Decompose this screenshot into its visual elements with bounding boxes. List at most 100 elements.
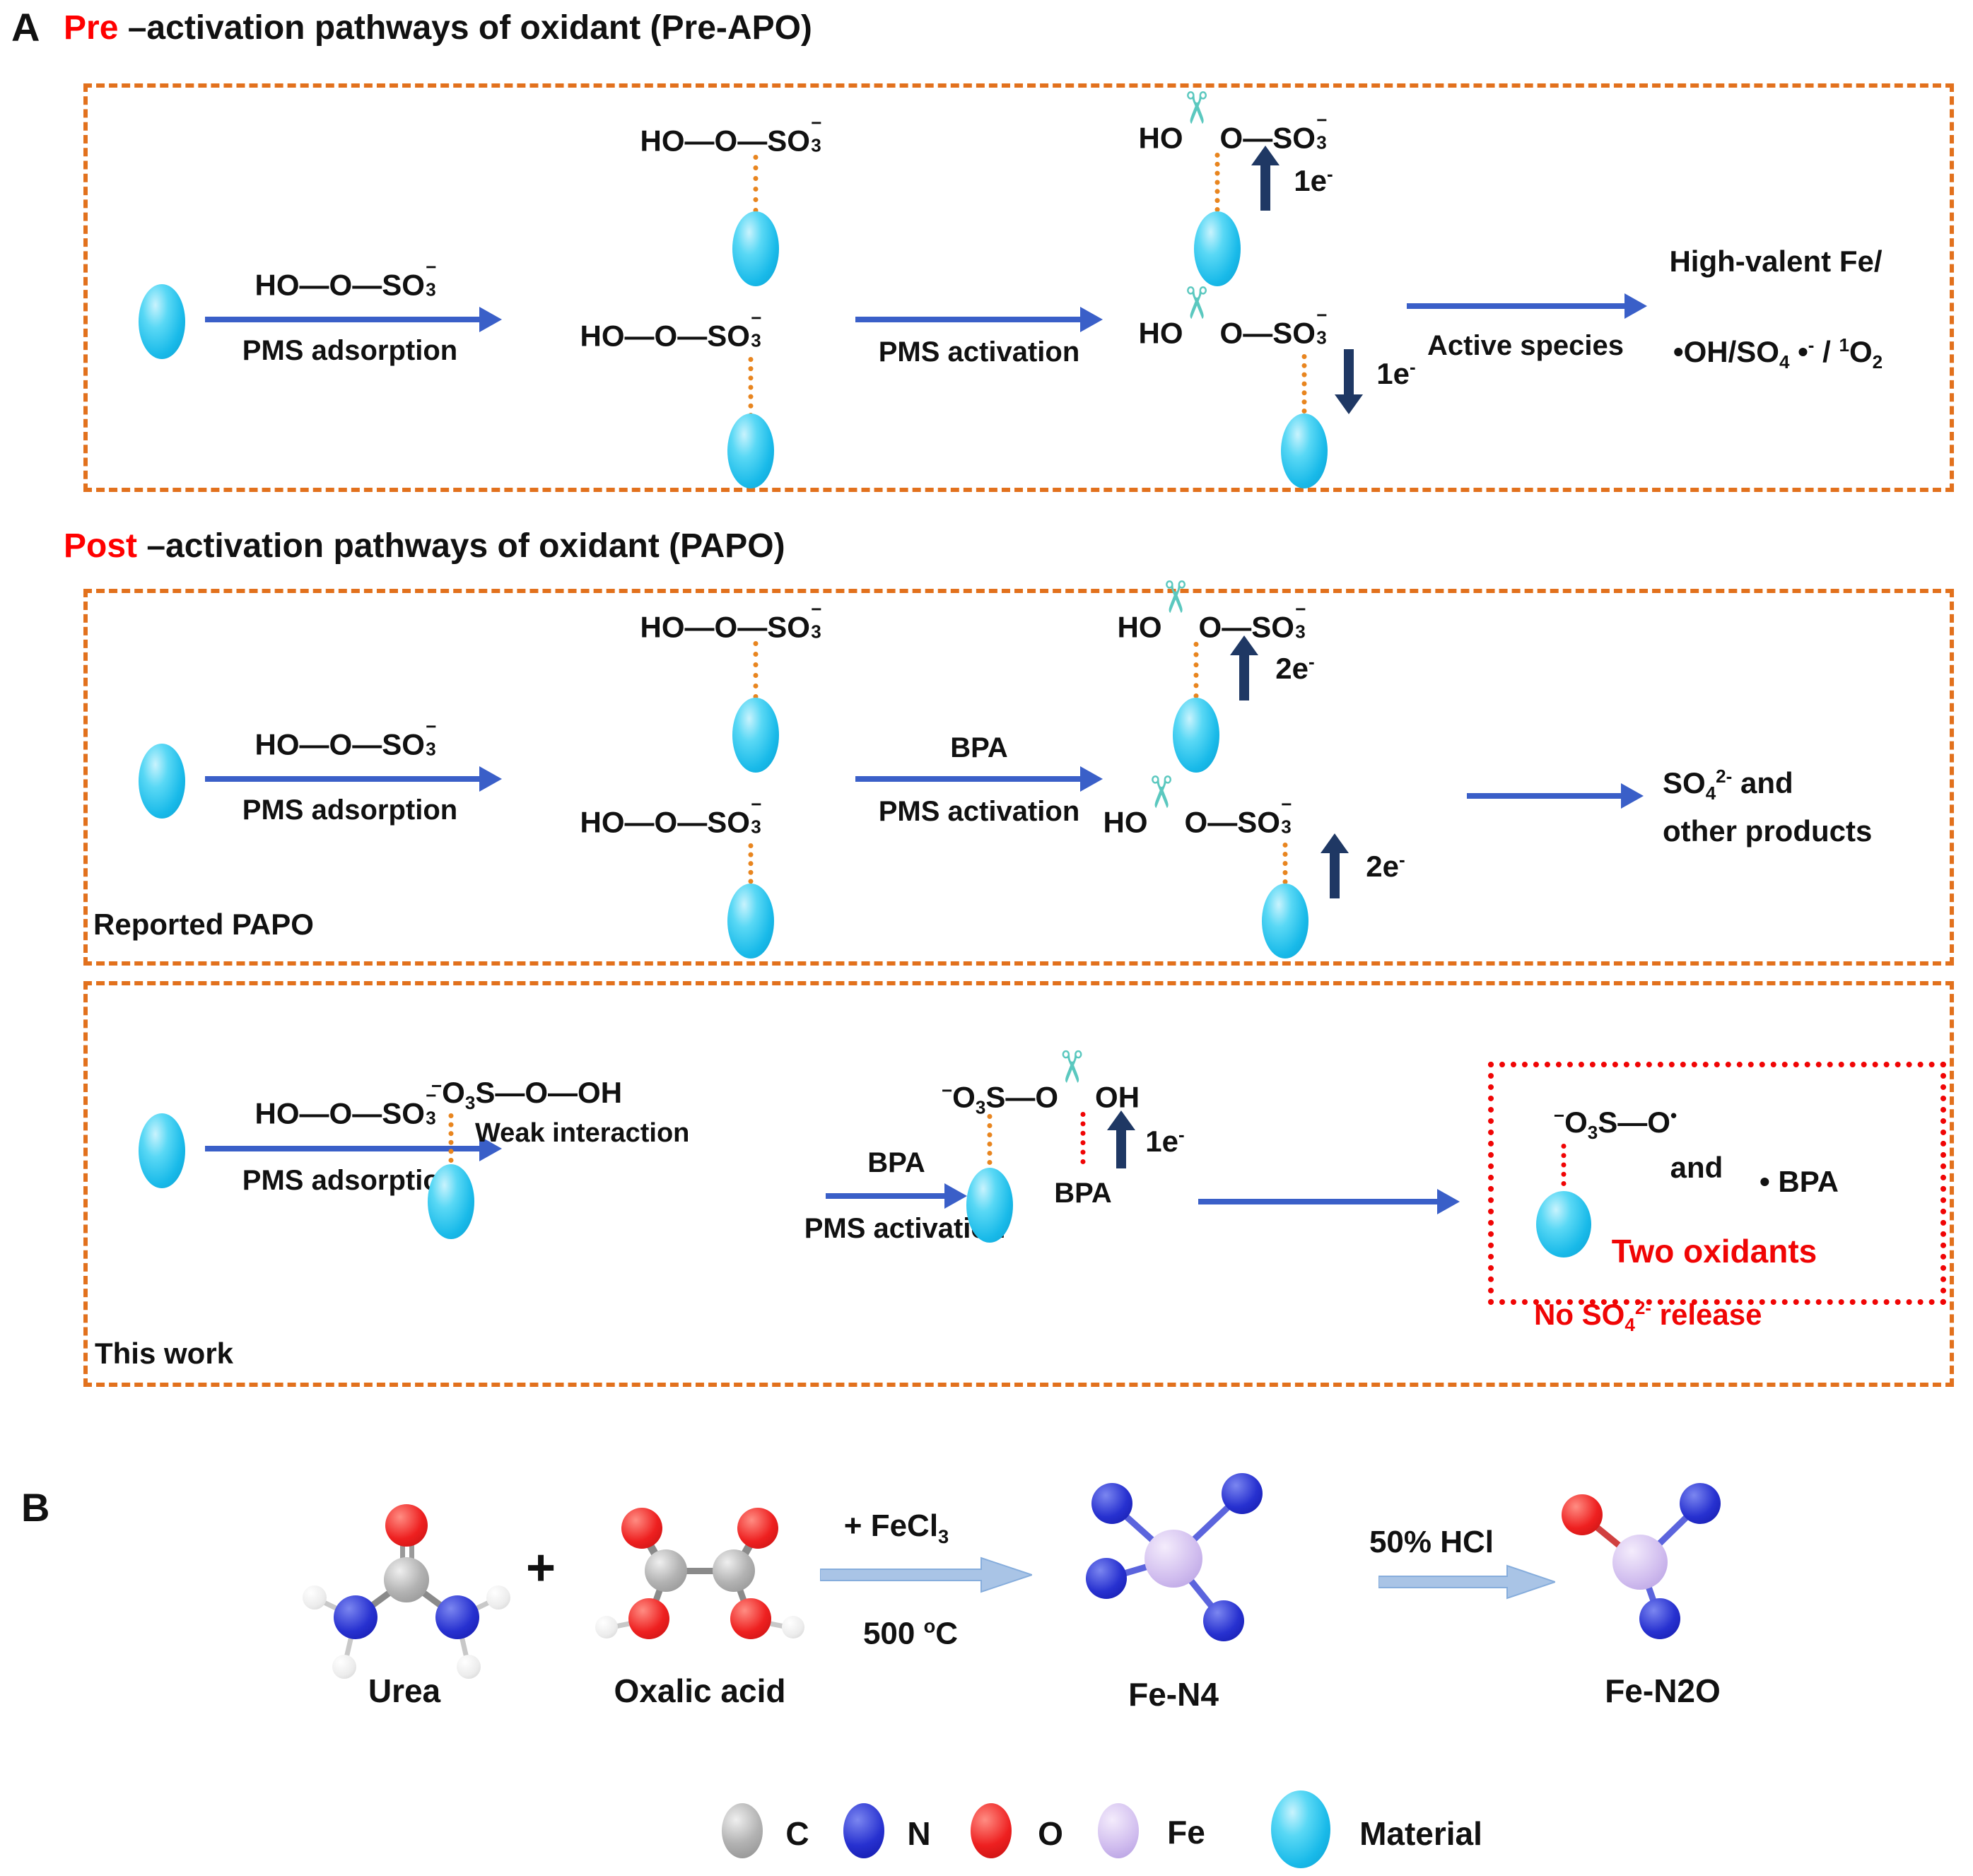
two-oxidants-arrow (1198, 1189, 1460, 1214)
oxygen-atom (628, 1598, 669, 1639)
pre-apo-title-rest: –activation pathways of oxidant (Pre-APO… (118, 9, 812, 47)
reported-papo-box (83, 589, 1954, 966)
active-species-arrow (1407, 293, 1647, 319)
nitrogen-atom (334, 1595, 377, 1639)
nitrogen-atom (435, 1595, 479, 1639)
pre-apo-title-highlight: Pre (64, 9, 119, 47)
hydrogen-atom (595, 1616, 618, 1638)
electron-count-label: 2e- (1275, 651, 1315, 685)
oxygen-atom (621, 1508, 662, 1549)
pms-adsorption-arrow (205, 307, 502, 332)
hydrogen-atom (332, 1655, 356, 1679)
material-sphere (1536, 1191, 1591, 1257)
legend-oxygen-ball (971, 1803, 1012, 1858)
nitrogen-atom (1203, 1600, 1244, 1641)
active-species-label: Active species (1427, 330, 1624, 361)
adsorption-dotted-bond (987, 1114, 993, 1165)
legend-nitrogen-ball (843, 1803, 884, 1858)
this-work-box (83, 981, 1954, 1387)
bpa-attack-label: BPA (1054, 1178, 1112, 1209)
pms-formula: HO—O—SO −3 (580, 793, 762, 839)
electron-transfer-arrow-up (1107, 1110, 1135, 1168)
legend-material-ball (1271, 1790, 1330, 1868)
iron-atom (1144, 1530, 1202, 1588)
material-sphere (139, 284, 185, 359)
sulfate-radical-formula: −O3S—O• (1553, 1104, 1678, 1144)
material-sphere (727, 884, 774, 958)
hydrogen-atom (782, 1616, 804, 1638)
urea-label: Urea (368, 1672, 441, 1709)
legend-nitrogen-label: N (907, 1815, 931, 1852)
this-work-caption: This work (95, 1337, 234, 1370)
fe-n4-molecule (1085, 1473, 1269, 1643)
oxygen-atom (737, 1508, 778, 1549)
electron-transfer-arrow-up (1230, 635, 1258, 700)
two-oxidants-box (1488, 1062, 1946, 1305)
legend-iron-label: Fe (1167, 1814, 1205, 1851)
pms-activation-label: PMS activation (878, 796, 1080, 827)
adsorption-dotted-bond (753, 155, 759, 213)
pms-formula: HO—O—SO −3 (255, 258, 445, 300)
pms-adsorption-label: PMS adsorption (242, 1165, 458, 1196)
ops-cut-formula: −O3S—O ✂ OH (941, 1048, 1140, 1118)
bpa-label: BPA (950, 732, 1008, 763)
adsorption-dotted-bond (748, 843, 754, 893)
and-word: and (1670, 1151, 1723, 1184)
bpa-radical-label: • BPA (1760, 1165, 1839, 1198)
scissors-icon: ✂ (1046, 1048, 1097, 1086)
nitrogen-atom (1091, 1483, 1132, 1524)
electron-count-label: 1e- (1145, 1124, 1185, 1158)
scissors-icon: ✂ (1170, 89, 1222, 127)
carbon-atom (384, 1557, 429, 1602)
two-oxidants-label: Two oxidants (1611, 1233, 1817, 1270)
pre-apo-title: Pre –activation pathways of oxidant (Pre… (64, 8, 812, 47)
urea-molecule (300, 1499, 513, 1679)
pms-formula: HO—O—SO −3 (640, 598, 822, 644)
material-sphere (139, 744, 185, 819)
fecl3-label: + FeCl3 (843, 1508, 949, 1547)
pms-activation-arrow (826, 1183, 967, 1209)
material-sphere (1262, 884, 1308, 958)
bond (666, 1568, 734, 1574)
nitrogen-atom (1086, 1558, 1127, 1599)
fe-n4-label: Fe-N4 (1128, 1676, 1219, 1713)
material-sphere (139, 1113, 185, 1188)
oxygen-atom (1562, 1494, 1603, 1535)
legend-material-label: Material (1359, 1815, 1482, 1852)
legend-carbon-ball (722, 1803, 763, 1858)
oxalic-acid-label: Oxalic acid (614, 1672, 786, 1709)
pms-adsorption-label: PMS adsorption (242, 795, 458, 826)
oxalic-acid-molecule (580, 1506, 820, 1647)
plus-sign: + (525, 1540, 556, 1596)
pms-formula: HO—O—SO −3 (640, 112, 822, 158)
panel-a-label: A (11, 5, 40, 49)
pms-activation-arrow (855, 307, 1103, 332)
material-sphere (1281, 414, 1328, 488)
electron-count-label: 1e- (1376, 356, 1416, 390)
bpa-attack-dotted-line (1080, 1112, 1086, 1164)
papo-title: Post –activation pathways of oxidant (PA… (64, 527, 785, 565)
adsorption-dotted-bond (1282, 843, 1288, 893)
pms-adsorption-arrow (205, 1136, 502, 1161)
adsorption-dotted-bond (1214, 153, 1220, 212)
scissors-icon: ✂ (1170, 284, 1222, 322)
adsorption-dotted-bond (748, 357, 754, 418)
sulfate-products-line1: SO42- and (1663, 765, 1793, 804)
electron-transfer-arrow-up (1251, 146, 1280, 211)
oxygen-atom (385, 1504, 428, 1547)
pms-cut-formula: HO ✂ O—SO −3 (1103, 773, 1292, 839)
pms-formula: HO—O—SO −3 (254, 1084, 437, 1130)
high-valent-label: High-valent Fe/ (1669, 244, 1883, 278)
reported-papo-caption: Reported PAPO (93, 908, 314, 941)
iron-atom (1612, 1535, 1668, 1590)
legend-iron-ball (1098, 1803, 1139, 1858)
weak-interaction-dotted-bond (448, 1113, 454, 1163)
electron-count-label: 1e- (1294, 163, 1333, 197)
pms-adsorption-arrow (205, 766, 502, 792)
surface-radical-dotted-bond (1561, 1144, 1567, 1186)
electron-transfer-arrow-down (1335, 349, 1363, 414)
pms-cut-formula: HO ✂ O—SO −3 (1117, 578, 1306, 644)
pms-adsorption-label: PMS adsorption (242, 335, 458, 366)
pms-sup: − (426, 256, 437, 278)
